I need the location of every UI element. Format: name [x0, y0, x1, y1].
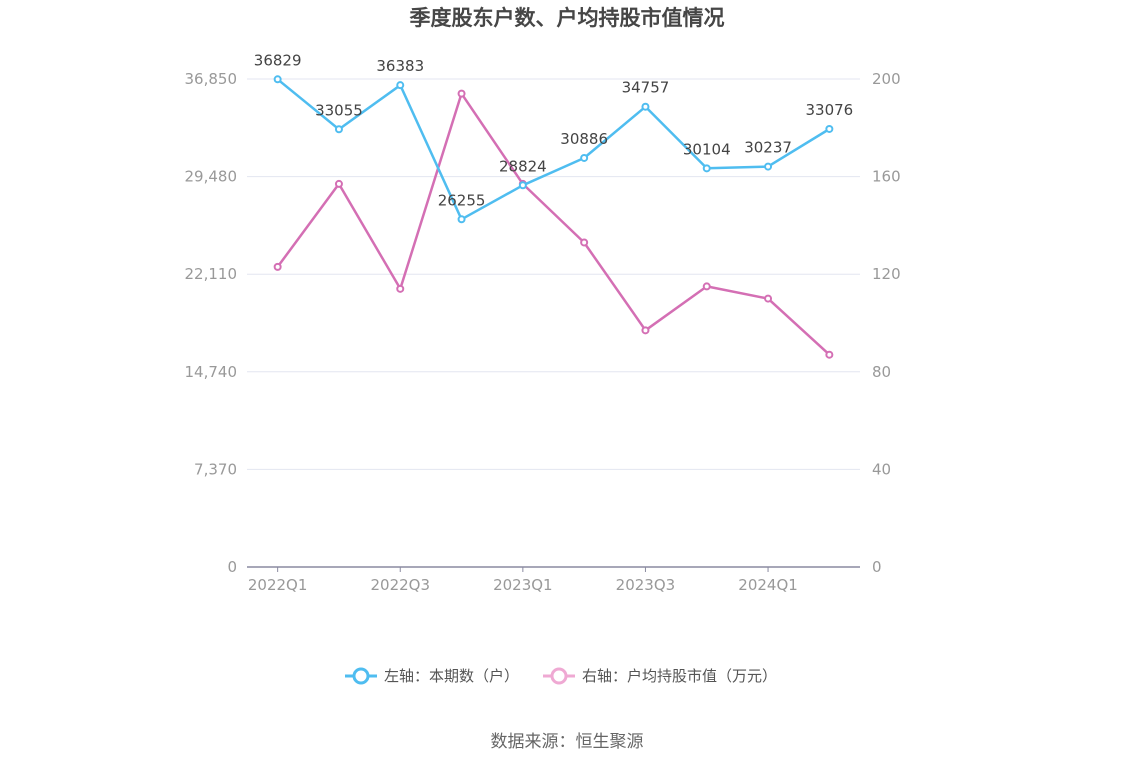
right-tick-label: 80: [872, 363, 891, 381]
legend-item-right[interactable]: 右轴：户均持股市值（万元）: [543, 667, 777, 685]
left-tick-label: 0: [227, 558, 237, 576]
legend-left-label: 左轴：本期数（户）: [384, 667, 519, 685]
data-label: 34757: [622, 79, 670, 97]
series-layer: [273, 75, 834, 359]
legend-item-left[interactable]: 左轴：本期数（户）: [345, 667, 519, 685]
x-tick-label: 2023Q1: [493, 576, 553, 594]
legend-left-marker: [352, 667, 370, 685]
legend-right-marker: [550, 667, 568, 685]
right-tick-label: 200: [872, 70, 901, 88]
right-tick-label: 40: [872, 460, 891, 478]
left-series-line: [276, 78, 831, 221]
left-series-point[interactable]: [518, 181, 527, 190]
left-tick-label: 36,850: [185, 70, 238, 88]
data-label: 36829: [254, 51, 302, 69]
right-series-point[interactable]: [334, 179, 343, 188]
data-labels: 36829 33055 36383 26255 28824 30886 34757 30104…: [254, 51, 853, 209]
legend-right-label: 右轴：户均持股市值（万元）: [582, 667, 777, 685]
data-label: 36383: [376, 57, 424, 75]
left-series-point[interactable]: [825, 124, 834, 133]
right-series-point[interactable]: [702, 282, 711, 291]
left-tick-label: 22,110: [185, 265, 238, 283]
right-series-line: [276, 92, 831, 356]
x-tick-label: 2023Q3: [616, 576, 676, 594]
left-series-point[interactable]: [580, 153, 589, 162]
x-tick-label: 2024Q1: [738, 576, 798, 594]
data-label: 30104: [683, 140, 731, 158]
left-tick-label: 14,740: [185, 363, 238, 381]
left-series-point[interactable]: [396, 81, 405, 90]
right-axis-ticks: 0 40 80 120 160 200: [872, 70, 901, 576]
source-note: 数据来源：恒生聚源: [491, 732, 644, 752]
right-series-point[interactable]: [825, 350, 834, 359]
left-series-point[interactable]: [641, 102, 650, 111]
right-series-point[interactable]: [273, 262, 282, 271]
left-axis-ticks: 0 7,370 14,740 22,110 29,480 36,850: [185, 70, 238, 576]
right-series-point[interactable]: [764, 294, 773, 303]
x-tick-label: 2022Q1: [248, 576, 308, 594]
right-tick-label: 160: [872, 168, 901, 186]
data-label: 33076: [805, 101, 853, 119]
left-series-point[interactable]: [702, 164, 711, 173]
right-series-point[interactable]: [396, 284, 405, 293]
chart-title: 季度股东户数、户均持股市值情况: [410, 6, 725, 30]
left-series-point[interactable]: [334, 125, 343, 134]
left-series-point[interactable]: [457, 215, 466, 224]
legend: 左轴：本期数（户） 右轴：户均持股市值（万元）: [345, 667, 777, 685]
right-tick-label: 0: [872, 558, 882, 576]
left-series-point[interactable]: [273, 75, 282, 84]
right-series-point[interactable]: [641, 326, 650, 335]
left-tick-label: 7,370: [194, 460, 237, 478]
data-label: 26255: [438, 191, 486, 209]
right-series-point[interactable]: [457, 89, 466, 98]
x-axis-ticks: 2022Q1 2022Q3 2023Q1 2023Q3 2024Q1: [248, 567, 798, 594]
left-tick-label: 29,480: [185, 168, 238, 186]
data-label: 30886: [560, 130, 608, 148]
data-label: 33055: [315, 101, 363, 119]
right-series-point[interactable]: [580, 238, 589, 247]
data-label: 28824: [499, 157, 547, 175]
data-label: 30237: [744, 139, 792, 157]
grid-lines: [247, 78, 860, 568]
left-series-point[interactable]: [764, 162, 773, 171]
right-tick-label: 120: [872, 265, 901, 283]
x-tick-label: 2022Q3: [370, 576, 430, 594]
